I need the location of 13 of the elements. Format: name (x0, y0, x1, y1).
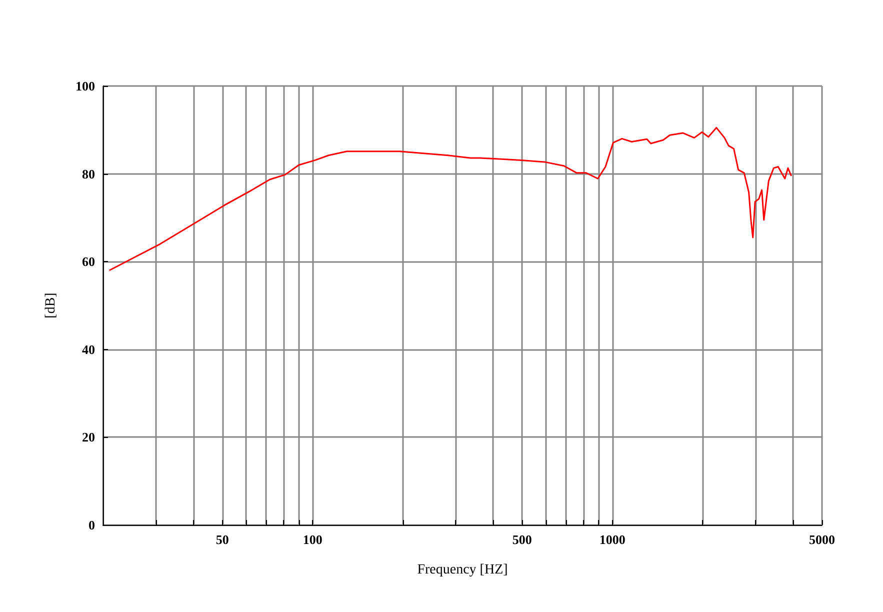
y-tick-label: 100 (76, 78, 95, 94)
x-tick-label: 50 (216, 532, 229, 547)
x-tick-label: 100 (302, 532, 322, 547)
y-tick-label: 80 (82, 166, 95, 182)
y-tick-label: 20 (82, 430, 95, 445)
y-tick-label: 60 (82, 254, 95, 270)
y-tick-label: 40 (82, 342, 95, 357)
x-tick-label: 500 (512, 532, 532, 547)
x-axis-title: Frequency [HZ] (417, 562, 508, 578)
y-tick-label: 0 (88, 518, 95, 532)
x-tick-label: 5000 (809, 532, 835, 547)
x-tick-label: 1000 (599, 532, 626, 547)
y-axis-title: [dB] (44, 292, 58, 318)
